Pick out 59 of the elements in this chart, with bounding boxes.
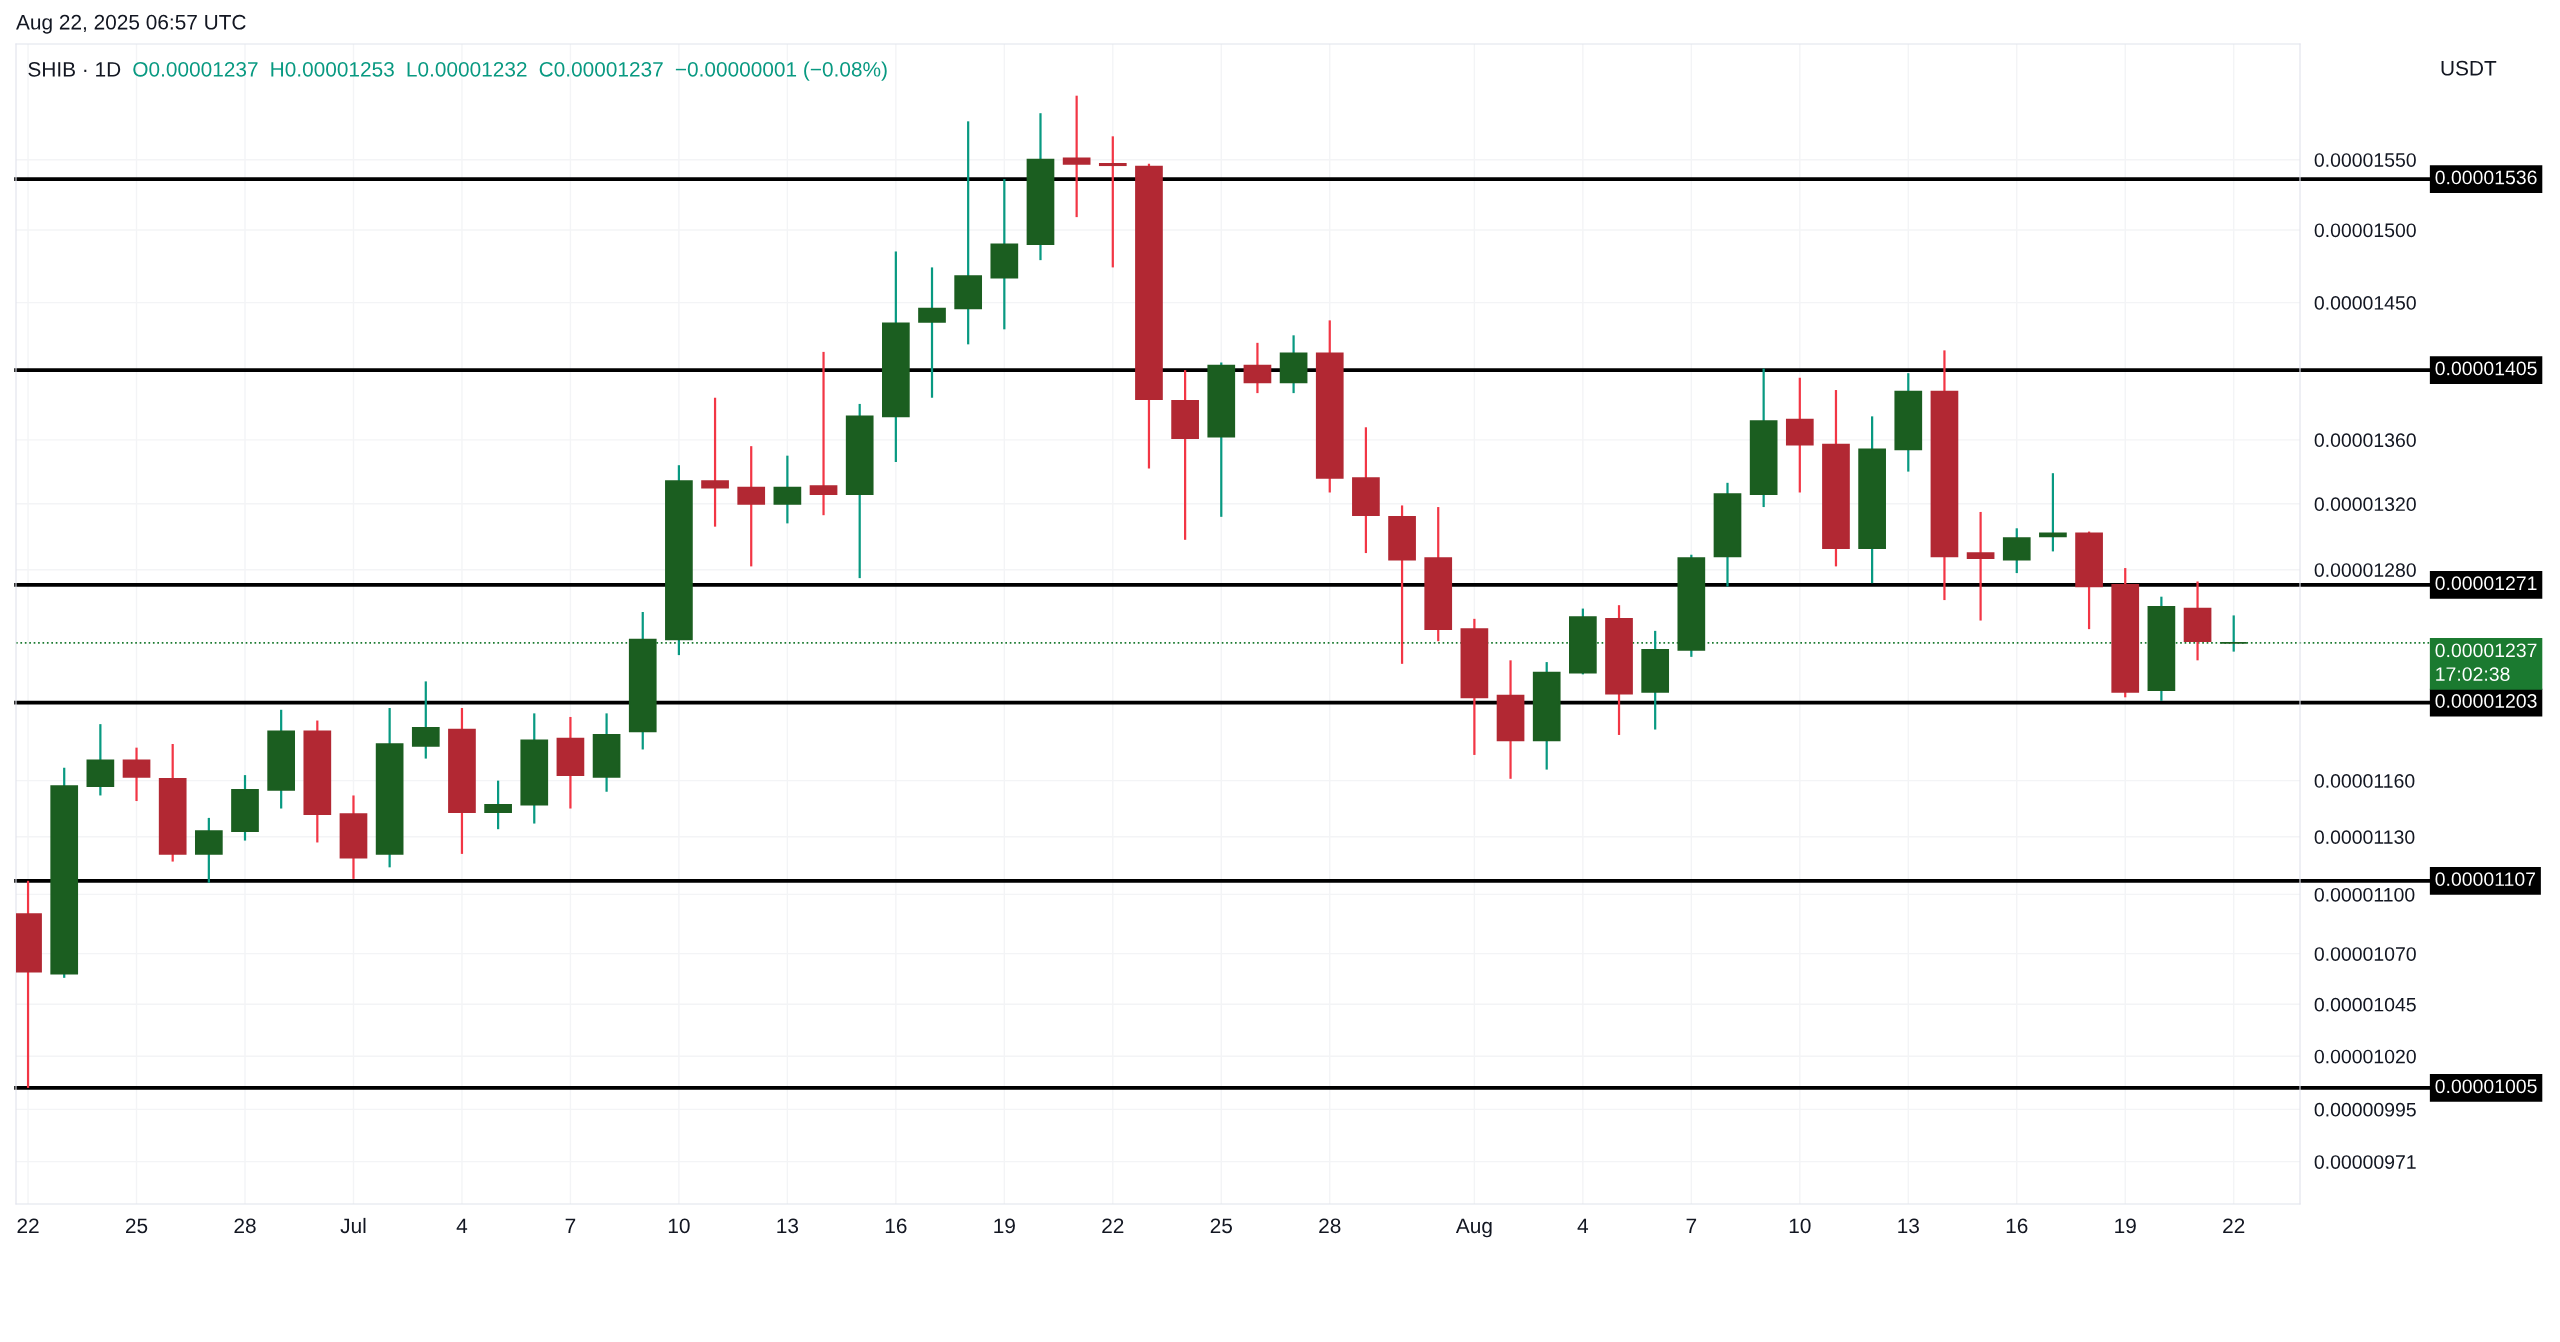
y-tick-label: 0.00001100 [2314,887,2415,902]
x-tick-label: 22 [1102,1218,1124,1233]
ref-line-label: 0.00001271 [2435,576,2537,591]
x-tick-label: 25 [125,1218,148,1234]
x-tick-label: 13 [1898,1218,1919,1234]
annotation: H0.00001253 [271,61,394,77]
y-tick-label: 0.00001280 [2314,563,2416,577]
y-tick-label: 0.00001045 [2314,997,2416,1012]
candlestick [484,779,512,831]
x-tick-label: 19 [2115,1218,2136,1234]
candlestick [1966,510,1995,622]
x-tick-label: Aug [1455,1218,1492,1238]
candlestick [701,396,729,528]
y-tick-label: 0.00000995 [2314,1102,2416,1117]
y-tick-label: 0.00001020 [2314,1049,2416,1064]
ref-line-label: 0.00001005 [2435,1079,2537,1094]
annotation: C0.00001237 [539,61,663,77]
x-tick-label: 25 [1210,1218,1232,1234]
annotation: O0.00001237 [133,61,258,77]
candlestick [1098,135,1127,269]
ref-line-label: 0.00001237 17:02:38 [2435,643,2537,681]
x-tick-label: 13 [777,1218,799,1234]
y-tick-label: 0.00000971 [2314,1155,2416,1169]
x-tick-label: 7 [565,1218,576,1233]
x-tick-label: 28 [1319,1218,1341,1234]
candlestick [918,266,946,399]
annotation: −0.00000001 (−0.08%) [675,61,887,81]
candlestick [809,350,838,517]
x-tick-label: 16 [2006,1218,2028,1234]
y-tick-label: 0.00001160 [2314,774,2415,788]
x-tick-label: 16 [885,1218,907,1234]
x-tick-label: 19 [994,1218,1015,1234]
text: SHIB · 1D [28,61,121,77]
candlestick [2219,614,2248,653]
ref-line-label: 0.00001203 [2435,694,2537,708]
y-tick-label: 0.00001070 [2314,947,2416,961]
ref-line-label: 0.00001536 [2435,170,2537,185]
y-tick-label: 0.00001500 [2314,223,2416,238]
y-tick-label: 0.00001550 [2314,153,2416,167]
y-tick-label: 0.00001130 [2314,830,2415,845]
candlestick [2039,472,2067,553]
x-tick-label: 22 [2223,1218,2245,1233]
text: Aug 22, 2025 06:57 UTC [16,14,246,34]
candlestick [1062,94,1091,219]
x-tick-label: 10 [1789,1218,1811,1234]
y-tick-label: 0.00001360 [2314,433,2416,448]
x-tick-label: 4 [456,1218,468,1233]
y-tick-label: 0.00001450 [2314,296,2416,310]
x-tick-label: 28 [234,1218,256,1234]
x-tick-label: Jul [340,1217,366,1234]
ref-line-label: 0.00001405 [2435,361,2537,376]
x-tick-label: 22 [17,1218,39,1233]
x-tick-label: 4 [1577,1218,1589,1233]
x-tick-label: 10 [668,1218,690,1234]
x-tick-label: 7 [1686,1218,1697,1233]
text: USDT [2441,60,2497,76]
ref-line-label: 0.00001107 [2435,872,2536,887]
y-tick-label: 0.00001320 [2314,497,2416,512]
annotation: L0.00001232 [407,61,527,77]
